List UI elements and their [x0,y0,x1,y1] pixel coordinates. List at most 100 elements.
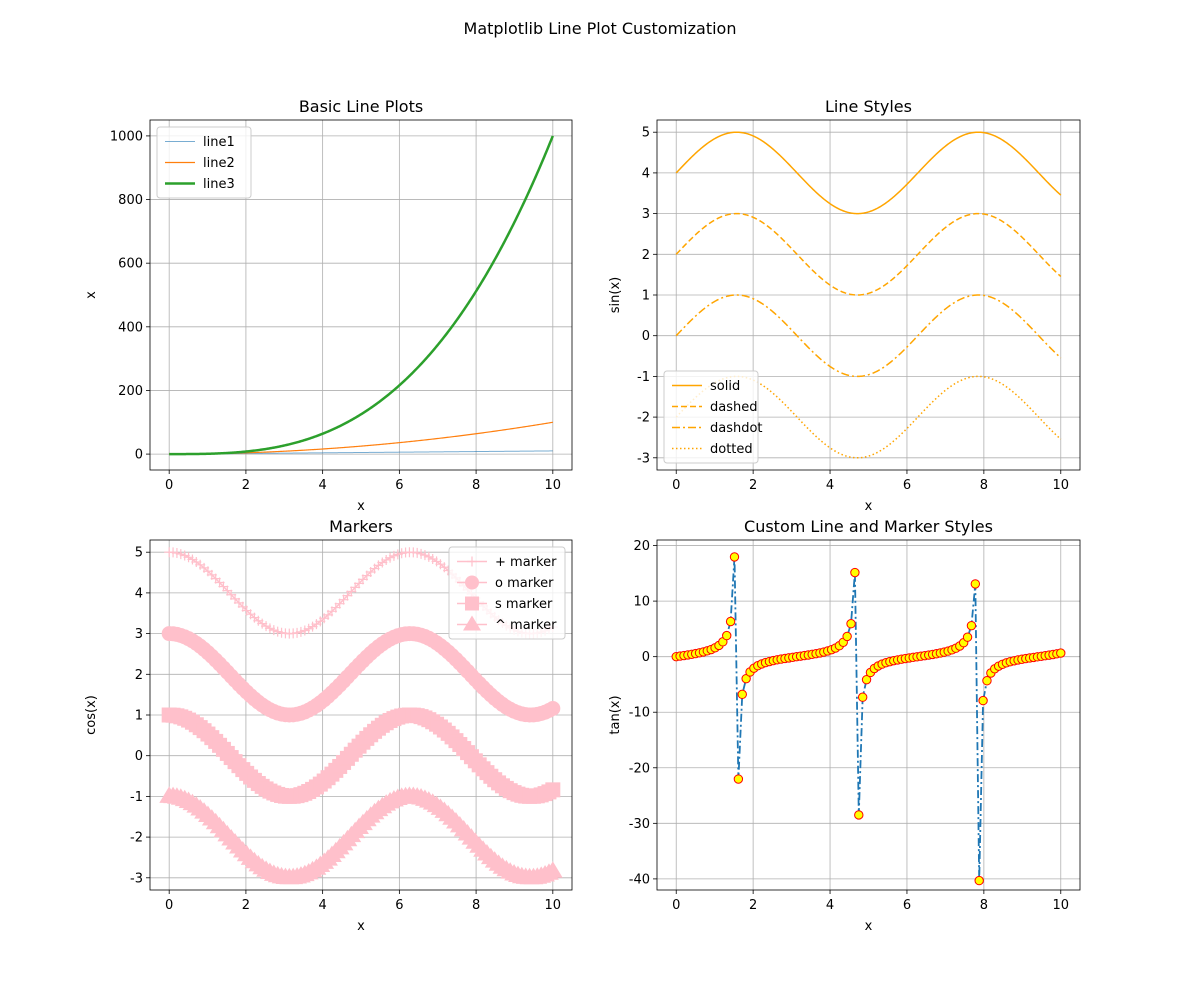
axes-title: Basic Line Plots [299,97,423,116]
circle-marker [733,774,744,784]
x-tick-label: 2 [242,478,250,493]
y-tick-label: 3 [135,627,143,642]
x-tick-label: 6 [395,898,403,913]
chart-markers: 0 2 4 6 8 10 -3 -2 -1 0 1 2 3 4 5 Markers x cos(x) + marke… [84,517,573,934]
y-tick-label: -3 [130,871,143,886]
legend-box [448,546,566,640]
y-tick-label: 0 [642,329,650,344]
y-tick-label: 2 [135,668,143,683]
circle-marker [982,676,992,686]
circle-marker [974,875,984,886]
plot-area [675,131,1062,459]
y-tick-label: 1000 [110,129,143,144]
chart-custom-styles: 0 2 4 6 8 10 -40 -30 -20 -10 0 10 20 Custom Line and … [608,517,1081,934]
x-tick-label: 8 [980,898,988,913]
legend-label: dashdot [710,421,763,436]
legend-box [663,370,759,464]
series-tan [671,552,1066,886]
legend-marker [463,615,481,631]
circle-marker [978,695,988,706]
legend-marker [467,556,477,567]
x-tick-label: 10 [545,478,562,493]
x-tick-label: 10 [545,898,562,913]
circle-marker [846,618,856,629]
x-tick-label: 8 [472,898,480,913]
x-tick-label: 0 [165,898,173,913]
series-line [676,556,1061,881]
y-axis-label: cos(x) [84,695,99,735]
y-tick-label: -1 [130,790,143,805]
x-tick-label: 4 [318,898,326,913]
y-axis-label: tan(x) [608,695,623,734]
y-tick-label: 0 [135,448,143,463]
series-dashed [675,212,1062,296]
y-tick-label: -30 [629,817,650,832]
x-tick-label: 2 [242,898,250,913]
legend-marker [465,575,479,590]
y-tick-label: -2 [637,411,650,426]
y-tick-label: 3 [642,207,650,222]
series-line3 [169,135,554,456]
circle-marker [850,567,860,578]
x-axis-label: x [865,499,873,514]
y-tick-label: -2 [130,831,143,846]
y-tick-label: 200 [118,384,143,399]
axes-frame [656,539,1081,891]
y-tick-label: 2 [642,248,650,263]
triangle-marker [542,861,563,878]
ticks [653,131,1062,474]
legend-label: + marker [495,555,557,570]
legend-label: s marker [495,597,553,612]
x-tick-label: 6 [395,478,403,493]
plot-area [169,135,554,456]
legend-box [156,126,252,199]
circle-marker [854,810,864,820]
circle-marker [857,692,868,702]
circle-marker [1056,648,1066,658]
x-tick-label: 10 [1052,898,1069,913]
y-tick-label: -1 [637,370,650,385]
circle-marker [966,620,977,631]
chart-line-styles: 0 2 4 6 8 10 -3 -2 -1 0 1 2 3 4 5 Line Styles x sin(x) sol… [608,97,1081,514]
y-tick-label: -3 [637,451,650,466]
x-tick-label: 4 [826,478,834,493]
x-tick-label: 8 [980,478,988,493]
legend-label: line2 [203,156,235,171]
chart-basic-line-plots: 0 2 4 6 8 10 0 200 400 600 800 1000 Basic Line Plots… [84,97,573,514]
x-tick-label: 2 [749,898,757,913]
legend-label: line1 [203,135,235,150]
series-dashdot [675,294,1062,378]
x-axis-label: x [865,919,873,934]
x-tick-label: 4 [826,898,834,913]
circle-marker [725,616,736,627]
x-tick-label: 8 [472,478,480,493]
x-tick-label: 0 [165,478,173,493]
figure-title: Matplotlib Line Plot Customization [464,19,737,38]
legend: solid dashed dashdot dotted [663,370,763,464]
y-tick-label: 4 [642,166,650,181]
y-tick-label: 10 [633,595,650,610]
x-axis-label: x [357,499,365,514]
x-tick-label: 0 [672,898,680,913]
y-tick-label: 5 [135,546,143,561]
x-tick-label: 6 [903,898,911,913]
y-tick-label: -10 [629,706,650,721]
x-axis-label: x [357,919,365,934]
circle-marker [842,631,852,642]
legend: + marker o marker s marker ^ marker [448,546,566,640]
axes-title: Line Styles [825,97,912,116]
series-o-marker [161,626,561,723]
series-s-marker [161,707,561,804]
y-tick-label: 5 [642,126,650,141]
series-^-marker [159,786,563,885]
ticks [146,551,554,894]
y-tick-label: 4 [135,586,143,601]
grid [657,540,1080,890]
legend: line1 line2 line3 [156,126,252,199]
axes-frame [149,119,573,471]
circle-marker [737,689,747,700]
x-tick-label: 4 [318,478,326,493]
series-dotted [675,375,1062,459]
circle-marker [861,674,872,685]
y-tick-label: -40 [629,872,650,887]
